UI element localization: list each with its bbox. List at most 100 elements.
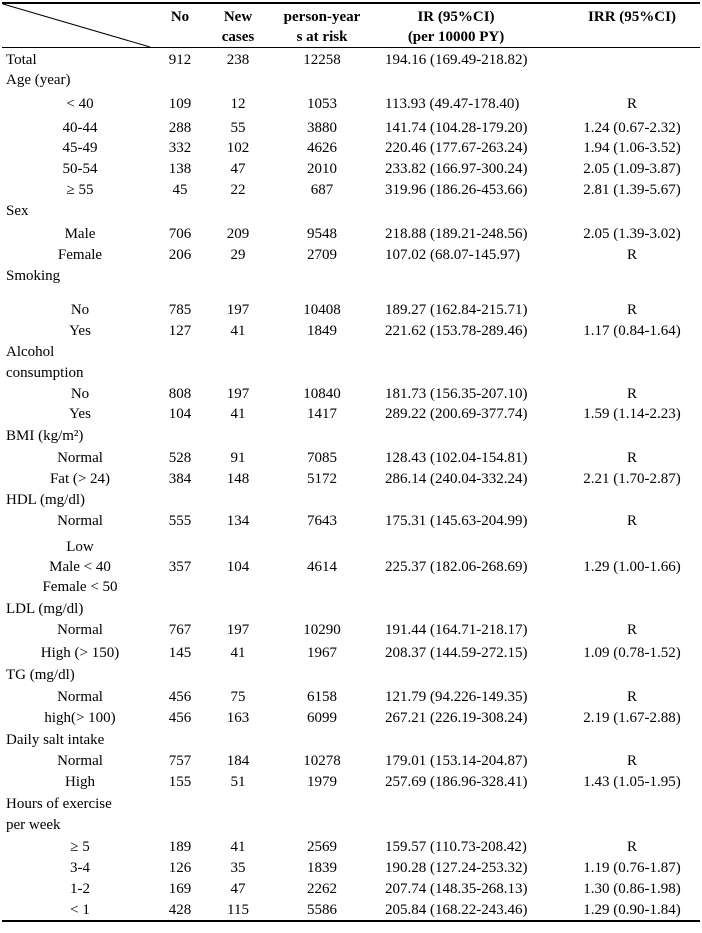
- cell: 10278: [303, 753, 341, 769]
- cell: 7085: [307, 450, 337, 466]
- cell: R: [626, 386, 638, 402]
- cell: 1849: [307, 323, 337, 339]
- row-label: Yes: [69, 406, 91, 422]
- cell: 2262: [307, 881, 337, 897]
- group-title: Smoking: [6, 268, 61, 284]
- cell: R: [626, 96, 638, 112]
- cell: 1.09 (0.78-1.52): [583, 645, 681, 661]
- cell: 1.59 (1.14-2.23): [583, 406, 681, 422]
- cell: 6099: [307, 710, 337, 726]
- cell: 91: [230, 450, 246, 466]
- cell: 155: [168, 774, 192, 790]
- cell: 9548: [307, 226, 337, 242]
- cell: 10408: [303, 302, 341, 318]
- cell: 148: [226, 471, 250, 487]
- column-header: (per 10000 PY): [407, 29, 505, 45]
- cell: 102: [226, 140, 250, 156]
- group-title: Sex: [6, 203, 29, 219]
- cell: 41: [230, 406, 246, 422]
- cell: 121.79 (94.226-149.35): [385, 689, 528, 705]
- cell: 208.37 (144.59-272.15): [385, 645, 528, 661]
- cell: 288: [168, 120, 192, 136]
- cell: 1417: [307, 406, 337, 422]
- row-label: Normal: [57, 513, 103, 529]
- cell: 2709: [307, 247, 337, 263]
- column-header: person-year: [283, 9, 361, 25]
- cell: 107.02 (68.07-145.97): [385, 247, 520, 263]
- cell: 289.22 (200.69-377.74): [385, 406, 528, 422]
- cell: 785: [168, 302, 192, 318]
- cell: 428: [168, 902, 192, 918]
- cell: 104: [226, 559, 250, 575]
- cell: 1.19 (0.76-1.87): [583, 860, 681, 876]
- cell: 257.69 (186.96-328.41): [385, 774, 528, 790]
- cell: 7643: [307, 513, 337, 529]
- cell: 12258: [303, 52, 341, 68]
- cell: 319.96 (186.26-453.66): [385, 182, 528, 198]
- cell: 115: [227, 902, 249, 918]
- cell: 1.17 (0.84-1.64): [583, 323, 681, 339]
- cell: 189.27 (162.84-215.71): [385, 302, 528, 318]
- cell: 2.21 (1.70-2.87): [583, 471, 681, 487]
- row-label: Low: [66, 539, 94, 555]
- column-header: s at risk: [296, 29, 348, 45]
- cell: 126: [168, 860, 192, 876]
- cell: 209: [226, 226, 250, 242]
- group-title: Alcohol: [6, 344, 55, 360]
- group-title: Daily salt intake: [6, 732, 105, 748]
- cell: 191.44 (164.71-218.17): [385, 622, 528, 638]
- cell: 528: [168, 450, 192, 466]
- cell: 6158: [307, 689, 337, 705]
- cell: 286.14 (240.04-332.24): [385, 471, 528, 487]
- row-label: Normal: [57, 450, 103, 466]
- row-label: Normal: [57, 689, 103, 705]
- cell: 1.94 (1.06-3.52): [583, 140, 681, 156]
- cell: 1.43 (1.05-1.95): [583, 774, 681, 790]
- row-label: 50-54: [62, 161, 98, 177]
- cell: 141.74 (104.28-179.20): [385, 120, 528, 136]
- cell: 912: [168, 52, 192, 68]
- cell: 22: [230, 182, 246, 198]
- cell: 267.21 (226.19-308.24): [385, 710, 528, 726]
- cell: 206: [168, 247, 192, 263]
- row-label: Female: [57, 247, 103, 263]
- cell: 5586: [307, 902, 337, 918]
- cell: 159.57 (110.73-208.42): [385, 839, 527, 855]
- cell: 555: [168, 513, 192, 529]
- group-title: LDL (mg/dl): [6, 601, 84, 617]
- column-header: cases: [221, 29, 255, 45]
- row-label: Female < 50: [42, 579, 118, 595]
- header-rule: [2, 47, 700, 48]
- diagonal-line: [2, 3, 151, 48]
- row-label: 40-44: [62, 120, 98, 136]
- cell: 233.82 (166.97-300.24): [385, 161, 528, 177]
- group-title: BMI (kg/m²): [6, 428, 84, 444]
- cell: 207.74 (148.35-268.13): [385, 881, 528, 897]
- cell: 1979: [307, 774, 337, 790]
- cell: 225.37 (182.06-268.69): [385, 559, 528, 575]
- cell: 75: [230, 689, 246, 705]
- cell: 384: [168, 471, 192, 487]
- cell: 1.24 (0.67-2.32): [583, 120, 681, 136]
- row-label: high(> 100): [44, 710, 116, 726]
- row-label: Total: [6, 52, 37, 68]
- cell: 12: [230, 96, 246, 112]
- cell: 41: [230, 645, 246, 661]
- group-title: TG (mg/dl): [6, 667, 75, 683]
- cell: 238: [226, 52, 250, 68]
- cell: 197: [226, 622, 250, 638]
- cell: 5172: [307, 471, 337, 487]
- cell: 145: [168, 645, 192, 661]
- cell: 127: [168, 323, 192, 339]
- row-label: ≥ 5: [70, 839, 90, 855]
- group-title: Hours of exercise: [6, 796, 112, 812]
- cell: 218.88 (189.21-248.56): [385, 226, 528, 242]
- cell: 55: [230, 120, 246, 136]
- cell: 197: [226, 302, 250, 318]
- cell: 2.05 (1.09-3.87): [583, 161, 681, 177]
- cell: 4626: [307, 140, 337, 156]
- cell: 134: [226, 513, 250, 529]
- cell: 2.05 (1.39-3.02): [583, 226, 681, 242]
- cell: 1.29 (1.00-1.66): [583, 559, 681, 575]
